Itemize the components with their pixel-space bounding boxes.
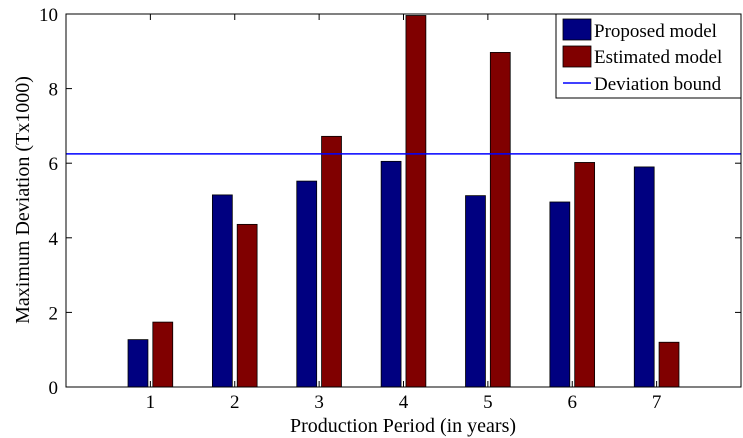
y-tick-label-8: 8 [49,80,59,101]
y-axis-title: Maximum Deviation (Tx1000) [12,76,34,324]
y-tick-label-10: 10 [39,5,58,26]
bars-group [127,15,680,388]
legend: Proposed model Estimated model Deviation… [555,13,742,99]
x-tick-label-1: 1 [146,392,156,413]
legend-label-proposed-model: Proposed model [594,21,717,42]
x-tick-label-4: 4 [399,392,409,413]
x-tick-label-2: 2 [230,392,240,413]
bar-proposed-3 [296,180,318,388]
x-tick-label-5: 5 [483,392,493,413]
bar-estimated-7 [658,341,680,388]
legend-swatch-proposed-model [562,18,592,41]
bar-proposed-7 [633,166,655,388]
bar-estimated-2 [236,223,258,388]
x-tick-label-7: 7 [652,392,662,413]
y-tick-label-4: 4 [49,229,59,250]
bar-estimated-5 [489,52,511,388]
bar-estimated-3 [321,135,342,388]
legend-label-estimated-model: Estimated model [594,47,722,68]
bar-estimated-6 [574,162,596,388]
x-tick-label-6: 6 [568,392,578,413]
bar-proposed-5 [465,195,486,388]
legend-label-deviation-bound: Deviation bound [594,74,722,95]
bar-estimated-1 [152,321,174,388]
x-axis-title: Production Period (in years) [290,415,516,437]
x-tick-label-3: 3 [314,392,324,413]
y-tick-label-0: 0 [49,378,59,399]
y-tick-label-6: 6 [49,154,59,175]
bar-proposed-4 [380,160,402,388]
bar-estimated-4 [405,15,427,388]
x-axis: 1 2 3 4 5 6 7 [146,14,662,413]
bar-proposed-6 [549,201,571,388]
legend-swatch-estimated-model [562,45,592,68]
bar-proposed-1 [127,339,149,388]
bar-proposed-2 [211,194,233,388]
y-tick-label-2: 2 [49,303,59,324]
